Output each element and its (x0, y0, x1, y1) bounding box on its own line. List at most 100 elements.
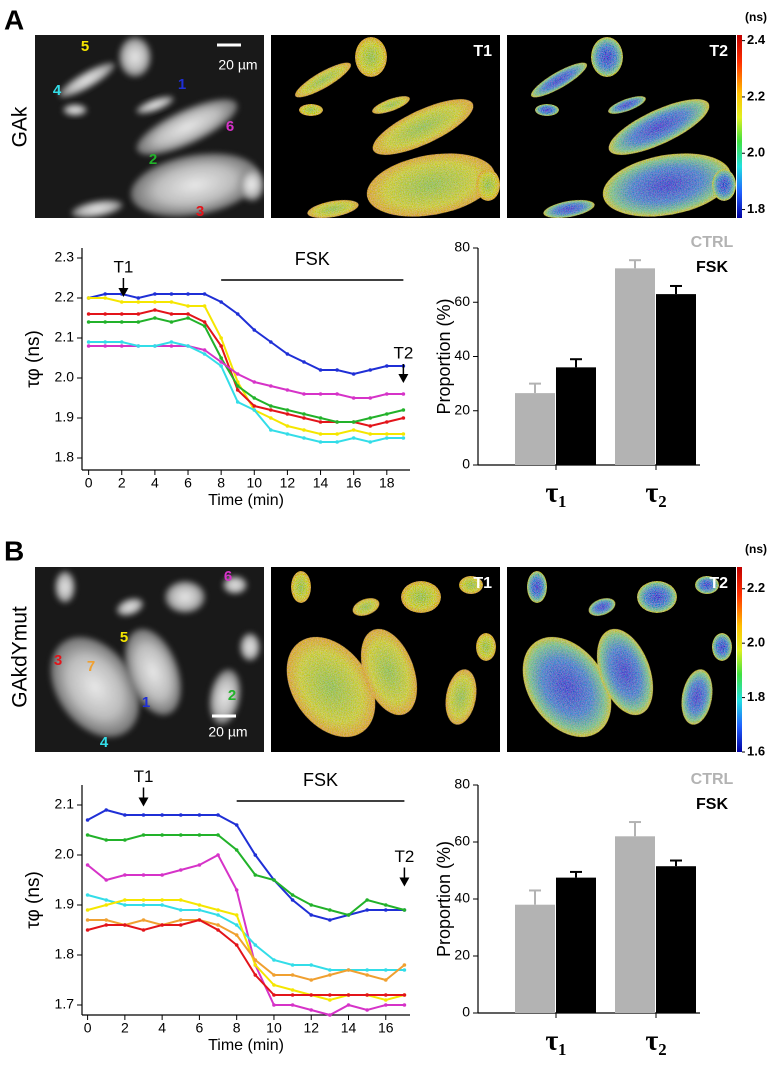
cell (299, 104, 323, 116)
data-point (123, 873, 127, 877)
data-point (104, 898, 109, 902)
data-point (385, 364, 389, 368)
colorbar-tick-label: 2.2 (747, 580, 765, 595)
image-content (522, 571, 732, 738)
data-point (197, 903, 202, 907)
data-point (141, 898, 146, 902)
data-point (253, 958, 258, 962)
data-point (85, 863, 90, 867)
image-content (286, 571, 496, 738)
data-point (178, 868, 183, 872)
x-tick-label: 12 (303, 1020, 319, 1036)
arrow-head (118, 288, 129, 297)
data-point (285, 412, 290, 416)
data-point (119, 320, 124, 324)
data-point (119, 300, 124, 304)
data-point (383, 993, 388, 997)
data-point (136, 296, 141, 300)
data-point (153, 344, 157, 348)
y-tick-label: 1.9 (55, 409, 75, 425)
arrow-head (399, 877, 410, 887)
y-tick-label: 1.8 (55, 946, 75, 962)
data-point (285, 408, 290, 412)
data-point (169, 300, 174, 304)
cell (165, 581, 205, 613)
bar (656, 294, 696, 465)
data-point (141, 903, 146, 907)
data-point (160, 873, 164, 877)
x-tick-label: 14 (313, 475, 329, 491)
data-point (234, 888, 239, 892)
x-tick-label: 6 (184, 475, 192, 491)
data-point (123, 813, 127, 817)
data-point (401, 408, 406, 412)
data-point (269, 428, 273, 432)
cell (608, 99, 710, 155)
data-point (365, 898, 369, 902)
time-point-label: T1 (113, 257, 133, 276)
data-point (216, 913, 220, 917)
data-point (235, 384, 240, 388)
cell (591, 37, 623, 77)
legend-entry: FSK (696, 796, 728, 813)
colorbar-tick-label: 1.6 (747, 743, 765, 758)
data-point (346, 968, 351, 972)
cell-number: 2 (149, 151, 157, 168)
data-point (309, 1008, 314, 1012)
x-tick-label: 16 (346, 475, 362, 491)
data-point (365, 908, 369, 912)
construct-label: GAkdYmut (9, 606, 32, 708)
data-point (368, 440, 373, 444)
series-line (88, 316, 404, 423)
image-content (35, 567, 264, 752)
data-point (141, 873, 146, 877)
x-tick-label: 6 (196, 1020, 204, 1036)
data-point (85, 918, 90, 922)
data-point (123, 903, 127, 907)
data-point (186, 292, 190, 296)
data-point (219, 300, 223, 304)
microscopy-image (35, 567, 264, 752)
data-point (219, 336, 223, 340)
colorbar (737, 567, 742, 752)
bar (556, 877, 596, 1013)
data-point (401, 436, 406, 440)
y-tick-label: 2.0 (55, 846, 75, 862)
data-point (253, 873, 258, 877)
data-point (136, 344, 141, 348)
series-line (88, 308, 404, 428)
bar (515, 904, 555, 1013)
data-point (178, 918, 183, 922)
data-point (85, 818, 90, 822)
data-point (104, 878, 109, 882)
x-tick-label: τ₁ (545, 1025, 566, 1056)
cell-number: 7 (87, 658, 95, 675)
data-point (272, 958, 276, 962)
x-tick-label: τ₂ (645, 1025, 666, 1056)
time-point-label: T2 (394, 847, 414, 866)
cell (286, 636, 376, 738)
data-point (219, 344, 223, 348)
y-tick-label: 1.9 (55, 896, 75, 912)
legend-entry: FSK (696, 259, 728, 276)
data-point (202, 324, 207, 328)
data-point (85, 833, 90, 837)
y-axis-label: τφ (ns) (23, 871, 44, 929)
data-point (385, 436, 389, 440)
data-point (302, 428, 306, 432)
data-point (335, 368, 339, 372)
cell (240, 633, 260, 661)
data-point (104, 808, 109, 812)
cell (124, 628, 182, 716)
data-point (136, 300, 141, 304)
data-point (318, 432, 323, 436)
cell (366, 153, 496, 217)
data-point (169, 344, 174, 348)
data-point (385, 412, 389, 416)
legend-entry: CTRL (691, 234, 734, 251)
y-tick-label: 1.7 (55, 996, 75, 1012)
y-tick-label: 0 (462, 456, 470, 472)
x-tick-label: 10 (246, 475, 262, 491)
data-point (328, 998, 332, 1002)
